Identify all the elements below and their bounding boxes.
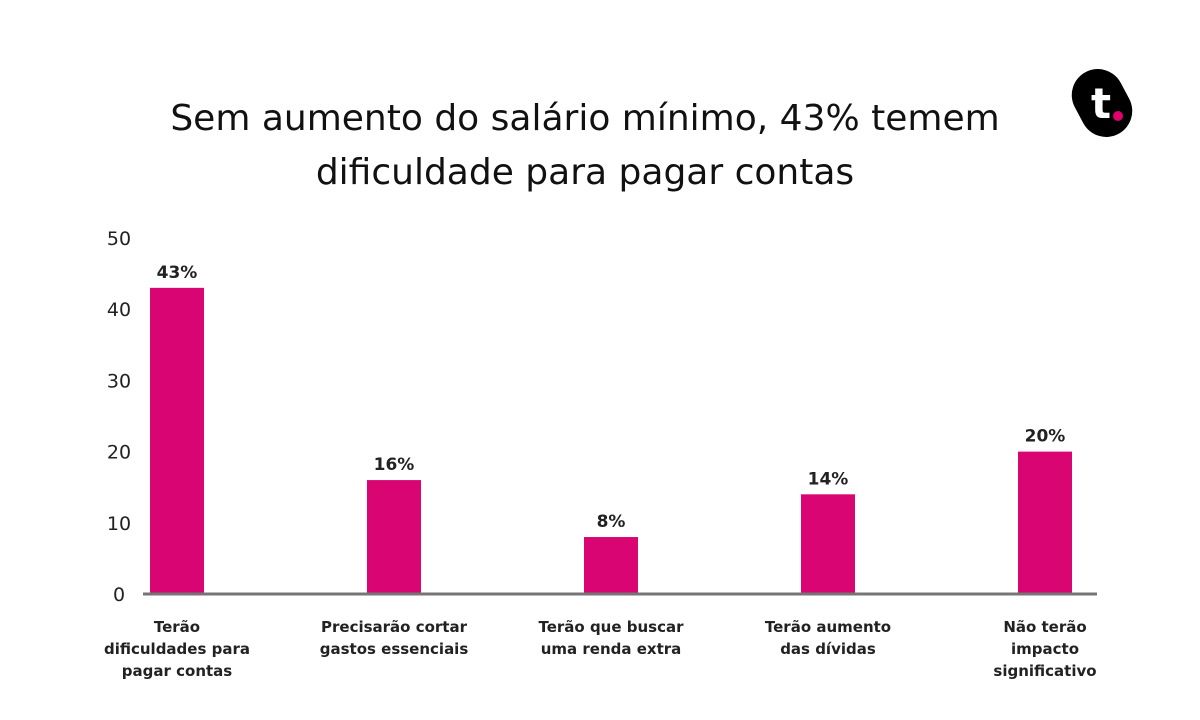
x-tick-label-line: Terão que buscar [538,618,684,636]
y-tick-label: 40 [107,299,131,321]
bar [584,537,638,594]
bar [1018,451,1072,594]
data-label: 14% [808,469,849,489]
bar [801,494,855,594]
bar [150,287,204,594]
x-tick-label-line: uma renda extra [540,640,682,658]
x-tick-label-line: Terão aumento [764,618,892,636]
x-tick-label: Não terão impacto significativo [960,616,1130,682]
x-tick-label: Precisarão cortar gastos essenciais [309,616,479,660]
logo-dot [1113,111,1123,121]
x-tick-label-line: das dívidas [780,640,876,658]
bar [367,480,421,594]
x-tick-label: Terão que buscar uma renda extra [526,616,696,660]
y-tick-label: 10 [107,513,131,535]
x-tick-label: Terão aumento das dívidas [743,616,913,660]
chart-title-line-1: Sem aumento do salário mínimo, 43% temem [170,98,1000,139]
x-tick-label-line: impacto [1011,640,1079,658]
data-label: 8% [597,512,626,532]
x-tick-label-line: pagar contas [121,662,233,680]
chart-title-line-2: dificuldade para pagar contas [315,152,855,193]
x-tick-label-line: significativo [993,662,1097,680]
x-tick-label-line: dificuldades para [103,640,250,658]
y-tick-label: 20 [107,442,131,464]
x-tick-label-line: gastos essenciais [319,640,469,658]
x-tick-label: Terão dificuldades para pagar contas [92,616,262,682]
data-label: 20% [1025,427,1066,447]
x-tick-label-line: Precisarão cortar [321,618,467,636]
y-tick-label: 0 [113,584,125,606]
x-tick-label-line: Não terão [1003,618,1087,636]
x-tick-label-line: Terão [153,618,201,636]
data-label: 43% [157,263,198,283]
y-tick-label: 30 [107,370,131,392]
t-dot-logo-icon: t [1071,69,1133,137]
data-label: 16% [374,455,415,475]
logo-letter: t [1091,79,1111,128]
y-tick-label: 50 [107,228,131,250]
